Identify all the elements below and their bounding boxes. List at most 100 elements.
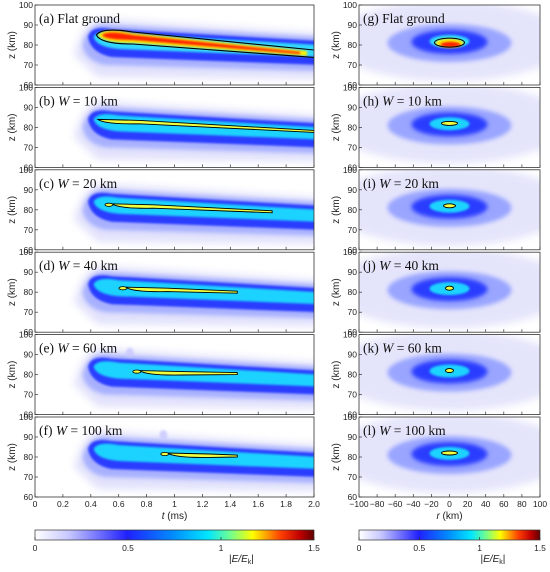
y-tick-label: 60: [24, 245, 34, 255]
x-tick-label: 0: [33, 499, 38, 509]
y-tick-label: 80: [24, 122, 34, 132]
y-tick-label: 80: [24, 287, 34, 297]
y-tick-label: 60: [348, 492, 358, 502]
colorbar: [34, 529, 315, 541]
y-tick-label: 60: [24, 492, 34, 502]
left-panel: 60 70 80 90 100 z (km) (e) W = 60 km: [7, 330, 315, 420]
y-tick-label: 80: [24, 370, 34, 380]
colorbar-tick-label: 1.5: [534, 543, 546, 553]
y-tick-label: 70: [24, 60, 34, 70]
field-filament: [167, 453, 238, 458]
heatmap-area: [35, 87, 314, 168]
panel-label: (l) W = 100 km: [363, 423, 446, 438]
contour-line: [138, 370, 238, 376]
y-axis-label: z (km): [7, 196, 18, 224]
colorbar-tick-label: 0: [33, 543, 38, 553]
panel-label: (c) W = 20 km: [39, 176, 118, 191]
x-tick-label: −60: [388, 499, 403, 509]
y-tick-label: 90: [348, 267, 358, 277]
colorbar-tick-label: 1: [477, 543, 482, 553]
colorbar-tick-label: 1.5: [308, 543, 320, 553]
y-tick-label: 70: [348, 472, 358, 482]
contour-line: [443, 203, 456, 209]
x-tick-label: 0: [447, 499, 452, 509]
heatmap-area: [35, 5, 314, 85]
y-tick-label: 100: [343, 82, 357, 92]
y-tick-label: 100: [19, 165, 33, 175]
y-tick-label: 100: [343, 330, 357, 340]
y-tick-label: 100: [343, 247, 357, 257]
left-panel: 60 70 80 90 100 z (km) (b) W = 10 km: [7, 82, 315, 172]
colorbar-tick-label: 1: [219, 543, 224, 553]
y-tick-label: 60: [24, 327, 34, 337]
x-tick-label: 0.4: [85, 499, 97, 509]
contour-line: [166, 452, 238, 458]
panel-label: (i) W = 20 km: [363, 176, 439, 191]
y-tick-label: 70: [24, 307, 34, 317]
x-tick-label: 1.8: [280, 499, 292, 509]
heatmap-area: [359, 169, 540, 250]
panel-label: (a) Flat ground: [39, 11, 120, 26]
y-tick-label: 90: [24, 267, 34, 277]
heatmap-area: [359, 417, 540, 497]
y-tick-label: 80: [24, 40, 34, 50]
x-tick-label: −20: [424, 499, 439, 509]
field-hot-red: [440, 41, 461, 48]
right-panel: 60 70 80 90 100 z (km) (l) W = 100 km: [331, 412, 541, 502]
panel-label: (h) W = 10 km: [363, 93, 442, 108]
y-tick-label: 90: [24, 185, 34, 195]
y-tick-label: 80: [348, 205, 358, 215]
y-axis-label: z (km): [331, 278, 342, 306]
contour-line: [95, 29, 314, 58]
y-tick-label: 80: [24, 452, 34, 462]
y-tick-label: 60: [24, 80, 34, 90]
heatmap-area: [359, 87, 540, 168]
contour-islet: [132, 369, 142, 374]
y-tick-label: 80: [348, 370, 358, 380]
y-tick-label: 70: [348, 142, 358, 152]
field-bump: [159, 430, 168, 440]
y-tick-label: 60: [24, 410, 34, 420]
y-axis-label: z (km): [7, 443, 18, 471]
left-panel: 60 70 80 90 100 z (km) (a) Flat ground: [7, 0, 315, 90]
y-tick-label: 100: [343, 0, 357, 10]
y-tick-label: 100: [19, 82, 33, 92]
field-filament: [125, 287, 238, 294]
y-axis-label: z (km): [7, 31, 18, 59]
y-axis-label: z (km): [331, 361, 342, 389]
colorbar-tick-label: 0.5: [413, 543, 425, 553]
y-tick-label: 90: [24, 350, 34, 360]
x-tick-label: 1.4: [224, 499, 236, 509]
contour-islet: [160, 451, 170, 456]
y-axis-label: z (km): [331, 196, 342, 224]
y-tick-label: 100: [19, 247, 33, 257]
y-tick-label: 90: [348, 185, 358, 195]
y-tick-label: 90: [24, 20, 34, 30]
x-tick-label: 1.6: [252, 499, 264, 509]
right-panel: 60 70 80 90 100 z (km) (h) W = 10 km: [331, 82, 541, 172]
x-tick-label: 0.2: [57, 499, 69, 509]
field-filament: [97, 119, 314, 133]
y-axis-label: z (km): [7, 361, 18, 389]
y-tick-label: 70: [348, 60, 358, 70]
colorbar-tick-label: 0: [357, 543, 362, 553]
x-tick-label: 40: [481, 499, 491, 509]
y-tick-label: 70: [24, 225, 34, 235]
y-tick-label: 100: [19, 0, 33, 10]
right-panel: 60 70 80 90 100 z (km) (j) W = 40 km: [331, 247, 541, 337]
field-bump: [125, 347, 134, 358]
x-tick-label: 100: [533, 499, 547, 509]
colorbar: [358, 529, 541, 541]
x-tick-label: −80: [370, 499, 385, 509]
colorbar-label: |E/Ek|: [481, 554, 506, 566]
field-filament: [111, 203, 273, 213]
x-tick-label: −100: [349, 499, 368, 509]
y-axis-label: z (km): [331, 31, 342, 59]
right-panel: 60 70 80 90 100 z (km) (g) Flat ground: [331, 0, 541, 90]
x-tick-label: 1.2: [196, 499, 208, 509]
y-axis-label: z (km): [331, 443, 342, 471]
contour-line: [445, 368, 454, 374]
x-tick-label: 20: [463, 499, 473, 509]
heatmap-area: [35, 252, 314, 333]
